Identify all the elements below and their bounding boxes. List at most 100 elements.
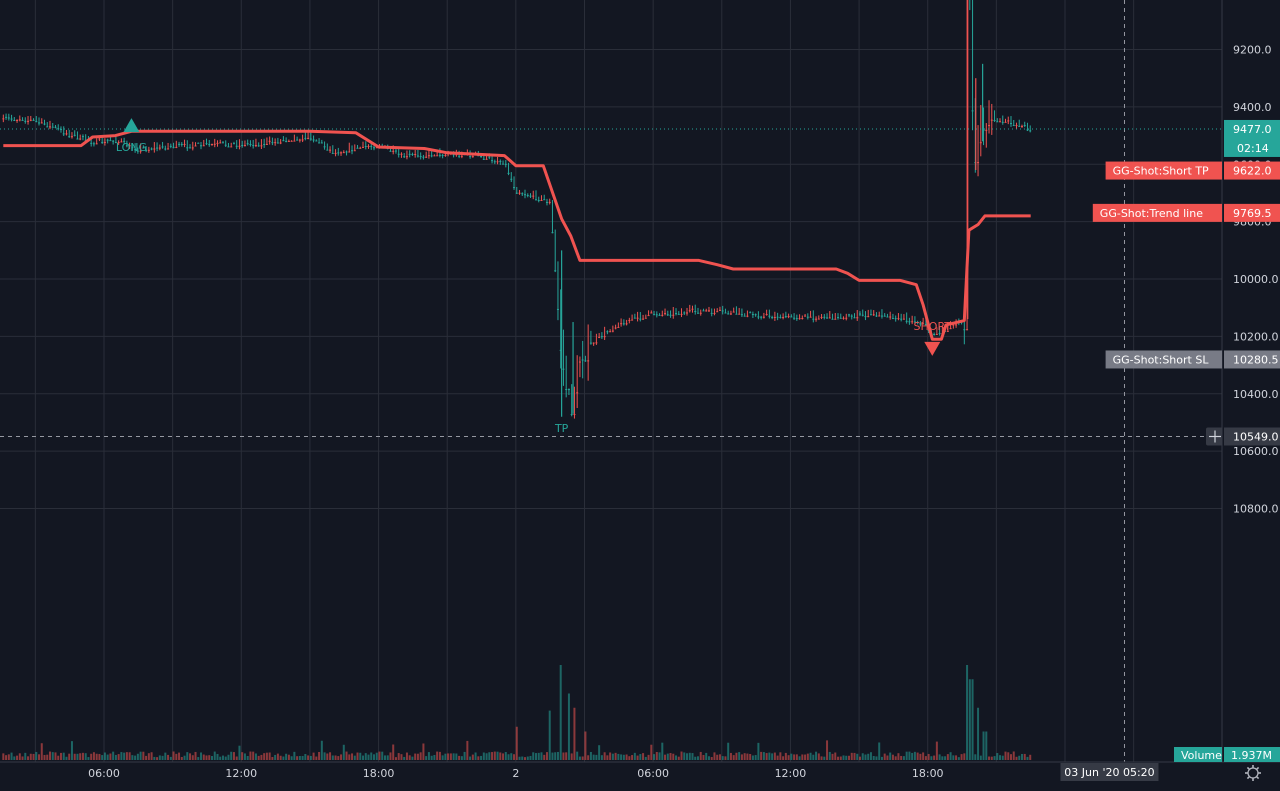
volume-bar (254, 753, 257, 760)
volume-bar (150, 752, 153, 760)
candle-body (680, 313, 683, 315)
candle-body (922, 323, 925, 325)
volume-bar (952, 755, 955, 760)
candle-body (219, 142, 222, 144)
volume-bar (905, 751, 908, 760)
candle-body (963, 329, 966, 331)
volume-bar (200, 752, 203, 760)
y-tick-label: 9200.0 (1233, 44, 1272, 57)
volume-bar (540, 752, 543, 760)
candle-body (375, 147, 378, 149)
volume-bar (117, 754, 120, 760)
candle-body (482, 158, 485, 160)
volume-bar (518, 756, 521, 760)
volume-bar (529, 755, 532, 760)
volume-bar (90, 753, 93, 760)
volume-bar (776, 755, 779, 760)
volume-bar (405, 752, 408, 760)
candle-body (79, 138, 82, 140)
volume-bar (260, 754, 263, 760)
volume-bar (894, 756, 897, 760)
candle-body (642, 318, 645, 320)
volume-bar (112, 751, 115, 760)
volume-bar (617, 753, 620, 760)
volume-bar (584, 731, 587, 760)
candle-body (101, 141, 104, 143)
candle-body (628, 319, 631, 321)
candle-body (622, 323, 625, 325)
volume-bar (658, 752, 661, 760)
candle-body (65, 133, 68, 135)
candle-body (274, 142, 277, 144)
candle-body (757, 316, 760, 318)
candle-body (655, 314, 658, 316)
candle-body (150, 148, 153, 150)
candle-body (584, 360, 587, 362)
price-labels: 10549.0 GG-Shot:Short SL 10280.5 GG-Shot:Tr… (1060, 119, 1280, 781)
candle-body (581, 359, 584, 361)
volume-bar (246, 755, 249, 760)
volume-bar (672, 753, 675, 760)
candle-body (787, 316, 790, 318)
volume-bar (669, 753, 672, 760)
candle-body (243, 144, 246, 146)
volume-bar (227, 754, 230, 760)
candle-body (252, 145, 255, 147)
volume-bar (243, 753, 246, 760)
candle-body (362, 146, 365, 148)
x-tick-label: 06:00 (88, 767, 120, 780)
candle-body (933, 333, 936, 335)
indicator-name-badge (1105, 161, 1222, 180)
candle-body (246, 143, 249, 145)
candle-body (545, 201, 548, 203)
volume-bar (677, 756, 680, 760)
volume-bar (101, 755, 104, 760)
candle-body (883, 315, 886, 317)
candle-body (493, 161, 496, 163)
volume-bar (837, 756, 840, 760)
candle-body (779, 317, 782, 319)
indicator-name-badge (1105, 350, 1222, 369)
volume-bar (123, 752, 126, 760)
candle-body (828, 317, 831, 319)
volume-bar (996, 753, 999, 760)
volume-bar (400, 754, 403, 760)
candle-body (389, 150, 392, 152)
settings-gear-icon[interactable] (1245, 765, 1261, 781)
candle-body (194, 145, 197, 147)
volume-bar (276, 753, 279, 760)
volume-bar (353, 755, 356, 760)
candle-body (117, 142, 120, 144)
candle-body (647, 315, 650, 317)
volume-bar (537, 752, 540, 760)
volume-bar (603, 752, 606, 760)
volume-bar (131, 755, 134, 760)
candle-body (598, 336, 601, 338)
volume-bar (301, 755, 304, 760)
volume-bar (864, 754, 867, 760)
candle-body (636, 317, 639, 319)
volume-bar (444, 753, 447, 760)
volume-bar (221, 755, 224, 760)
candle-body (367, 146, 370, 148)
volume-bar (329, 752, 332, 760)
candle-body (345, 151, 348, 153)
candle-body (801, 318, 804, 320)
candle-body (27, 120, 30, 122)
candle-body (793, 317, 796, 319)
candle-body (718, 309, 721, 311)
volume-bar (499, 752, 502, 760)
candle-body (617, 326, 620, 328)
volume-bar (793, 754, 796, 760)
volume-bar (718, 754, 721, 760)
y-tick-label: 10000.0 (1233, 273, 1279, 286)
candle-body (653, 314, 656, 316)
volume-bar (348, 754, 351, 760)
candle-body (433, 155, 436, 157)
candle-body (5, 116, 8, 118)
volume-bar (534, 753, 537, 760)
price-axis-background[interactable] (1222, 0, 1280, 762)
volume-bar (422, 743, 425, 760)
candle-body (178, 143, 181, 145)
